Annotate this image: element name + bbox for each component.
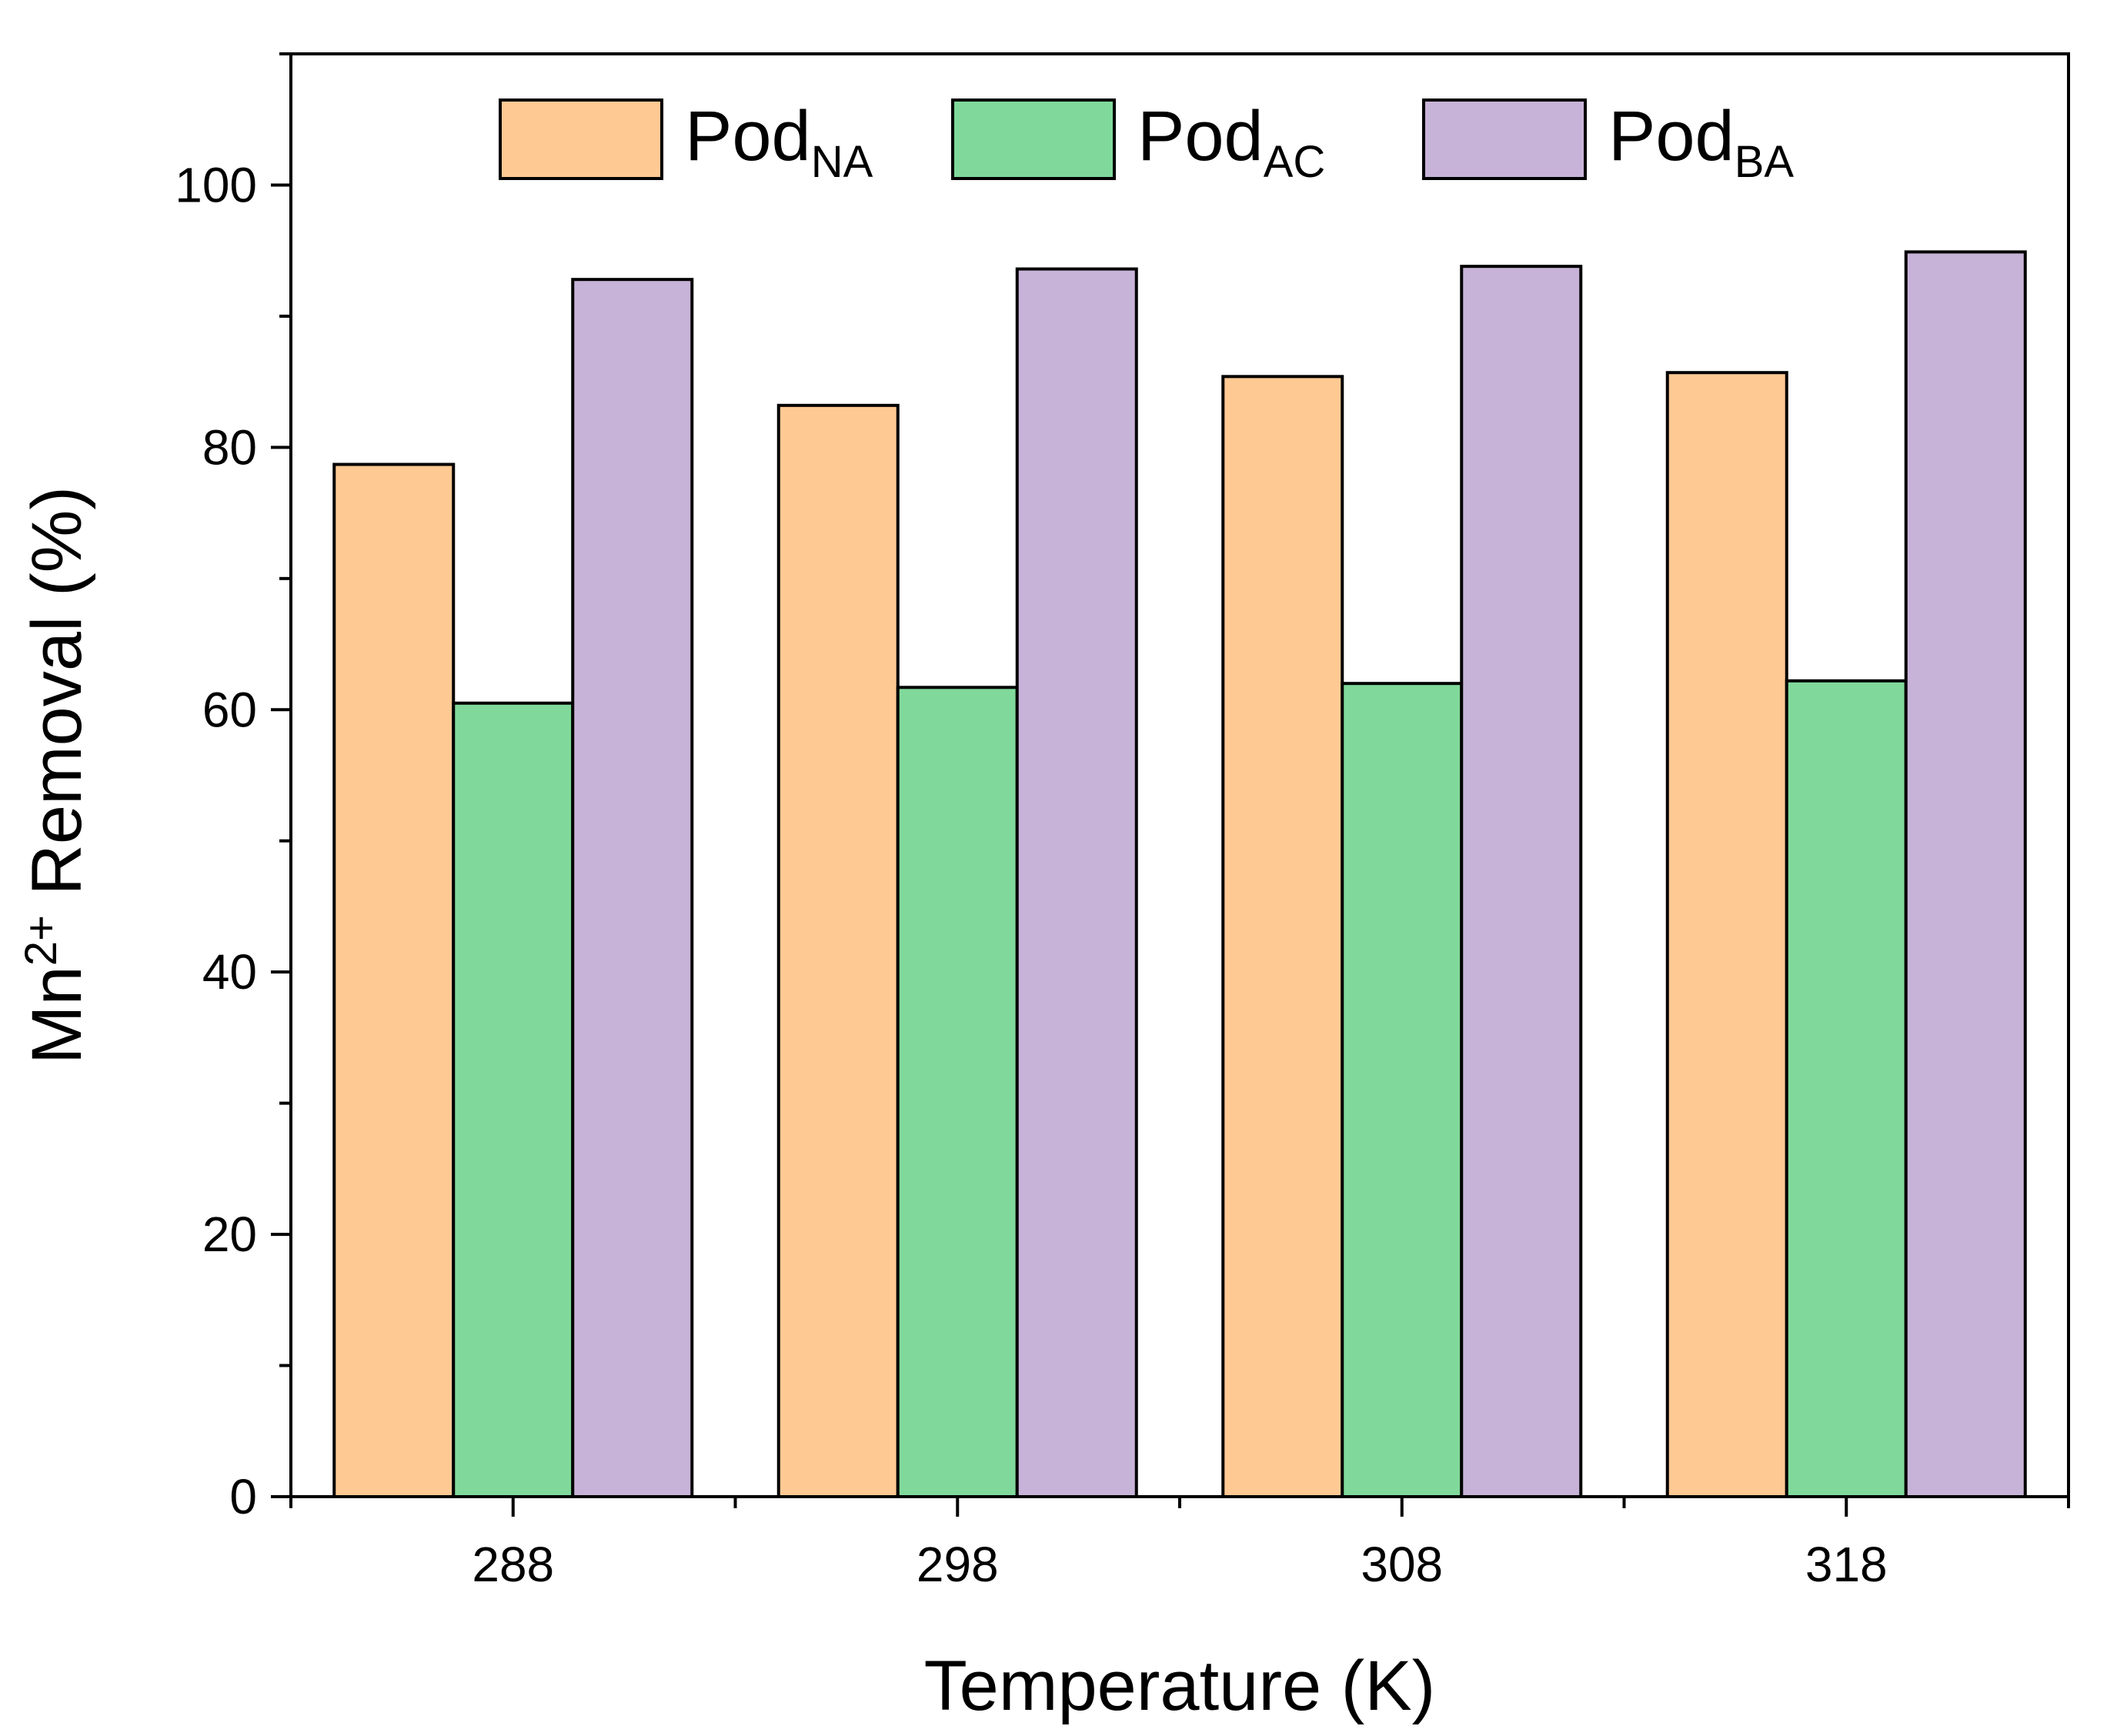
y-tick-label-0: 0 — [229, 1469, 257, 1524]
x-axis-title: Temperature (K) — [924, 1647, 1436, 1725]
x-tick-label-298: 298 — [917, 1537, 999, 1592]
y-tick-label-40: 40 — [202, 944, 257, 1000]
y-axis-title-prefix: Mn — [18, 966, 96, 1064]
bar-ac-288 — [452, 701, 575, 1498]
legend-label-ac: PodAC — [1137, 97, 1325, 187]
legend-label-sub: AC — [1264, 137, 1326, 187]
bar-na-298 — [776, 403, 900, 1498]
bar-ba-318 — [1904, 250, 2027, 1498]
y-axis-title: Mn2+ Removal (%) — [16, 486, 97, 1064]
bar-ac-298 — [896, 686, 1019, 1499]
y-tick-label-100: 100 — [175, 157, 257, 212]
bar-ac-318 — [1785, 679, 1908, 1498]
bar-na-318 — [1665, 371, 1788, 1498]
legend-label-sub: BA — [1735, 137, 1795, 187]
legend-label-main: Pod — [1608, 97, 1735, 175]
x-tick-label-288: 288 — [472, 1537, 554, 1592]
bar-na-308 — [1221, 375, 1344, 1498]
legend-label-na: PodNA — [685, 97, 873, 187]
bar-ac-308 — [1341, 682, 1464, 1499]
legend-label-main: Pod — [1137, 97, 1264, 175]
legend: PodNA PodAC PodBA — [499, 97, 1794, 187]
legend-label-main: Pod — [685, 97, 811, 175]
y-tick-label-20: 20 — [202, 1207, 257, 1262]
bar-ba-308 — [1460, 265, 1583, 1498]
bars-group — [332, 250, 2027, 1499]
y-tick-label-60: 60 — [202, 682, 257, 737]
bar-ba-288 — [571, 278, 694, 1499]
legend-label-ba: PodBA — [1608, 97, 1794, 187]
x-tick-label-318: 318 — [1805, 1537, 1888, 1592]
legend-swatch-ac — [951, 98, 1116, 180]
legend-swatch-na — [499, 98, 663, 180]
y-axis-title-sup: 2+ — [16, 915, 66, 966]
x-tick-label-308: 308 — [1361, 1537, 1443, 1592]
legend-swatch-ba — [1422, 98, 1587, 180]
bar-ba-298 — [1015, 267, 1138, 1499]
y-axis: 0 20 40 60 80 100 — [175, 52, 291, 1524]
bar-na-288 — [332, 462, 456, 1498]
y-axis-title-suffix: Removal (%) — [18, 486, 96, 915]
legend-label-sub: NA — [811, 137, 873, 187]
y-tick-label-80: 80 — [202, 419, 257, 475]
x-axis: 288 298 308 318 — [289, 1497, 2070, 1592]
